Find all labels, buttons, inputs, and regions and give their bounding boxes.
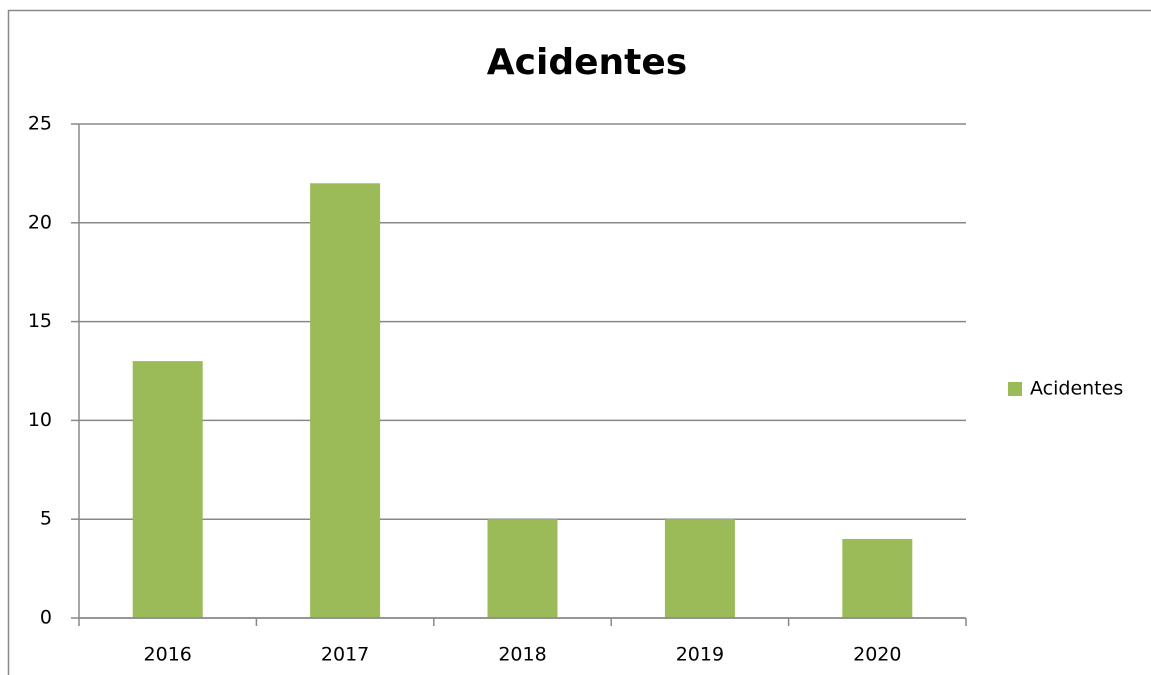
y-tick-label: 25 bbox=[28, 113, 52, 135]
x-tick-label: 2017 bbox=[321, 644, 369, 666]
x-tick-label: 2019 bbox=[676, 644, 724, 666]
legend-swatch bbox=[1008, 382, 1022, 396]
bar bbox=[310, 183, 381, 618]
y-tick-label: 15 bbox=[28, 310, 52, 332]
bar bbox=[664, 519, 735, 618]
y-tick-label: 0 bbox=[40, 607, 52, 629]
x-tick-label: 2016 bbox=[144, 644, 192, 666]
legend-label: Acidentes bbox=[1030, 378, 1123, 400]
bar bbox=[132, 361, 203, 618]
x-tick-label: 2018 bbox=[498, 644, 546, 666]
bar bbox=[842, 538, 913, 618]
y-tick-label: 20 bbox=[28, 211, 52, 233]
y-tick-label: 10 bbox=[28, 409, 52, 431]
y-tick-label: 5 bbox=[40, 508, 52, 530]
x-tick-label: 2020 bbox=[853, 644, 901, 666]
bar bbox=[487, 519, 558, 618]
chart-title: Acidentes bbox=[487, 42, 687, 83]
